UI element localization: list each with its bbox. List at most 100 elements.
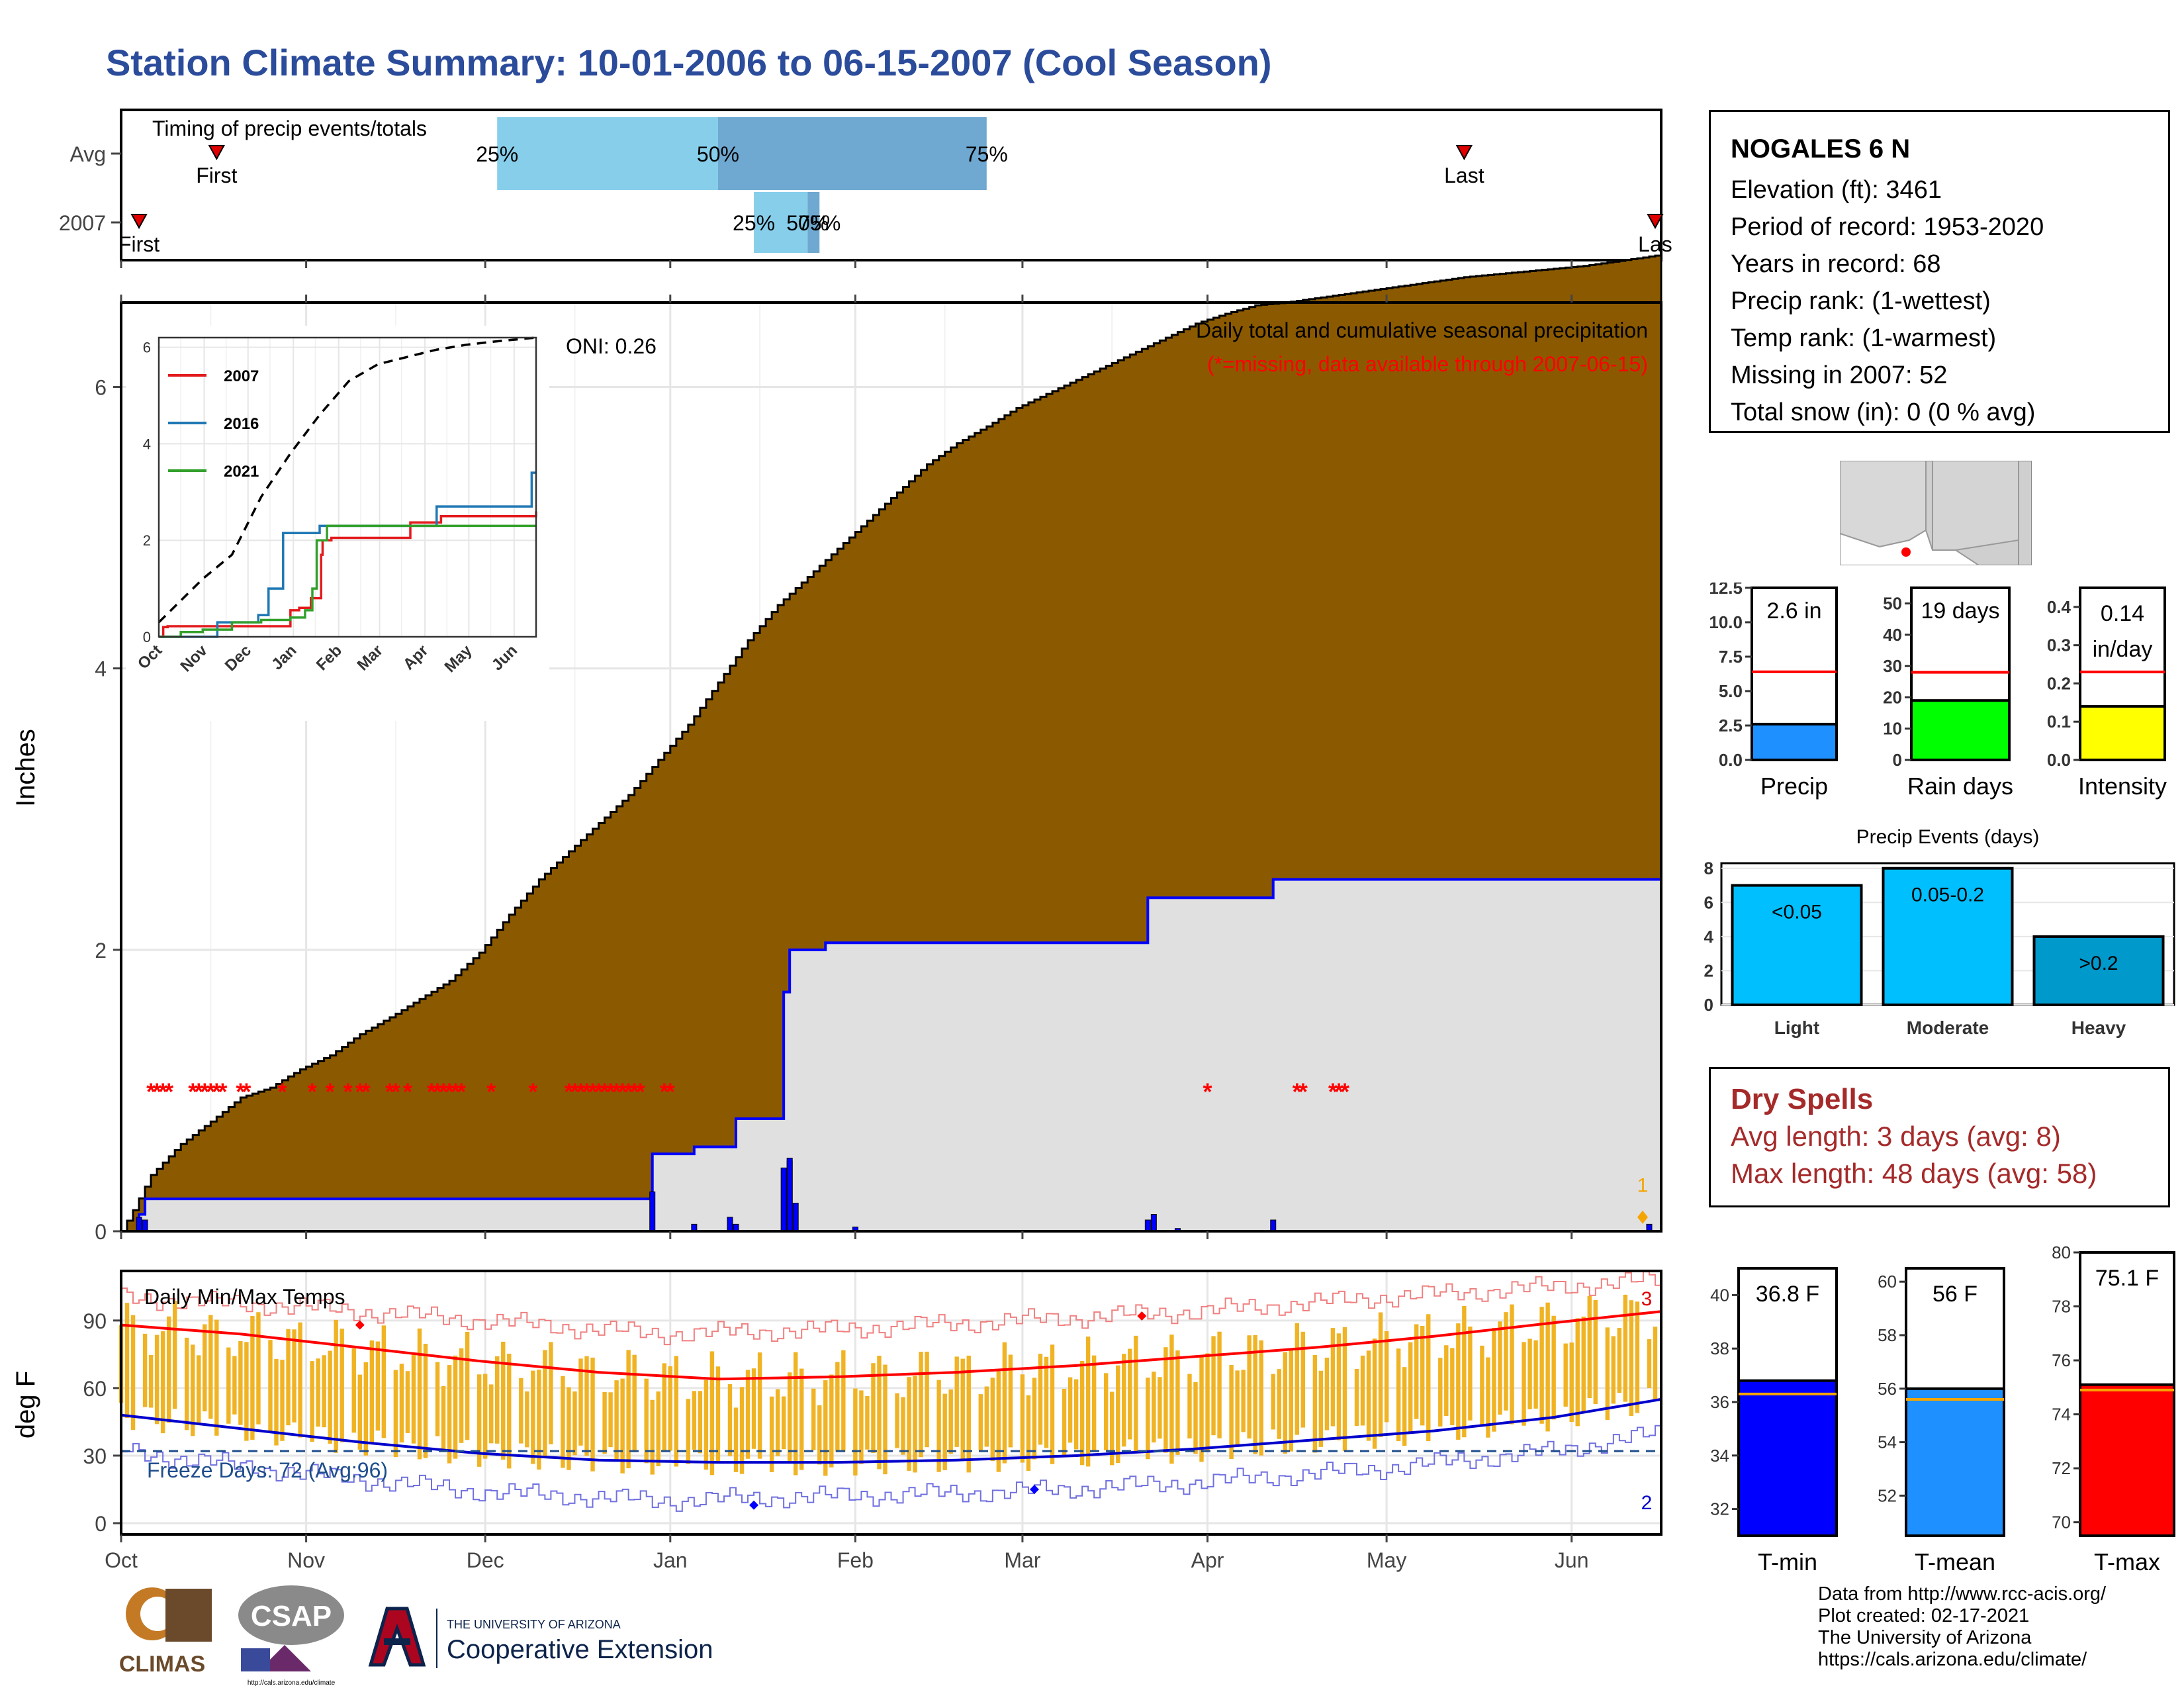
csap-logo-text: CSAP [251,1600,332,1632]
daily-temp-bar [1384,1331,1389,1423]
inset-y-tick-label: 4 [143,436,151,452]
daily-temp-bar [310,1361,314,1442]
daily-temp-bar [465,1331,470,1440]
daily-temp-bar [549,1342,553,1444]
missing-marker: * [636,1078,645,1105]
record-low-line [121,1425,1662,1512]
timing-row-label: 2007 [59,211,106,235]
inset-y-tick-label: 0 [143,629,151,645]
missing-marker: * [1340,1078,1349,1105]
daily-temp-bar [1091,1355,1097,1451]
daily-temp-bar [1438,1358,1443,1427]
missing-marker: * [1293,1078,1302,1105]
temp-y-axis-label: deg F [11,1371,40,1438]
summary-y-tick-label: 10 [1883,719,1902,739]
daily-temp-bar [286,1329,291,1426]
daily-temp-bar [1211,1336,1216,1436]
inset-background [126,326,549,721]
events-bar [1731,884,1863,1007]
daily-temp-bar [715,1366,721,1462]
timing-bar-25-50 [754,192,808,253]
daily-temp-bar [1450,1348,1455,1426]
daily-temp-bar [1253,1335,1257,1454]
daily-temp-bar [644,1378,649,1464]
timing-title: Timing of precip events/totals [152,117,427,140]
daily-temp-bar [698,1391,703,1454]
daily-temp-bar [853,1388,858,1476]
daily-temp-bar [411,1354,416,1444]
daily-temp-bar [692,1391,697,1450]
daily-temp-bar [781,1396,786,1450]
missing-marker: * [564,1078,573,1105]
credits: Data from http://www.rcc-acis.org/ Plot … [1818,1583,2106,1671]
daily-temp-bar [1587,1295,1592,1399]
daily-temp-bar [1152,1372,1156,1443]
current-day-marker [1637,1210,1648,1224]
daily-temp-bar [1079,1361,1085,1466]
daily-temp-bar [1492,1328,1496,1432]
daily-temp-bar [883,1364,887,1475]
summary-title: T-min [1758,1548,1817,1575]
events-y-tick-label: 0 [1704,995,1713,1015]
daily-temp-bar [363,1362,368,1456]
daily-temp-bar [322,1355,326,1428]
daily-temp-bar [739,1387,745,1474]
y-tick-label: 2 [95,939,107,962]
daily-precip-bar [792,1202,799,1232]
summary-y-tick-label: 72 [2052,1458,2071,1478]
summary-value-label: 36.8 F [1756,1282,1819,1307]
daily-temp-bar [1653,1327,1658,1400]
daily-temp-bar [1456,1323,1461,1440]
summary-y-tick-label: 0 [1893,750,1902,770]
daily-temp-bar [292,1329,296,1423]
summary-value-label: 19 days [1921,598,1999,624]
missing-marker: * [361,1078,371,1105]
missing-marker: * [308,1078,317,1105]
daily-temp-bar [614,1380,619,1460]
record-marker [355,1320,365,1330]
temp-x-tick-label: Nov [287,1548,325,1572]
daily-precip-bar [136,1217,142,1232]
daily-temp-bar [537,1370,541,1470]
daily-temp-bar [925,1351,929,1448]
temp-x-tick-label: Jan [653,1548,688,1572]
timing-last-label: Last [1444,164,1484,187]
daily-temp-bar [417,1328,422,1460]
daily-temp-bar [841,1350,846,1452]
daily-temp-bar [811,1388,816,1450]
summary-y-tick-label: 58 [1878,1325,1897,1345]
daily-temp-bar [1539,1307,1544,1424]
daily-temp-bar [1444,1345,1449,1417]
daily-temp-bar [584,1356,589,1456]
season-cumulative-area [121,865,1661,1231]
current-day-label: 1 [1637,1174,1649,1196]
precip-y-axis-label: Inches [11,729,40,807]
daily-temp-bar [1575,1318,1580,1427]
missing-marker: * [385,1078,394,1105]
daily-temp-bar [1247,1335,1251,1439]
daily-temp-bar [745,1370,751,1459]
missing-marker: * [600,1078,610,1105]
events-category-label: Heavy [2071,1017,2126,1038]
daily-temp-bar [1116,1365,1120,1464]
daily-temp-bar [799,1368,804,1470]
daily-temp-bar [662,1363,666,1451]
daily-temp-bar [686,1399,691,1464]
intensity-summary: 0.0 0.1 0.2 0.3 0.4 0.14 in/day Intensity [2047,586,2167,800]
station-info: NOGALES 6 N Elevation (ft): 3461 Period … [1709,110,2170,433]
summary-y-tick-label: 36 [1710,1392,1729,1412]
daily-temp-bar [1522,1342,1526,1426]
timing-p75-label: 75% [966,142,1008,166]
daily-temp-bar [1617,1328,1622,1393]
dry-spells-avg: Avg length: 3 days (avg: 8) [1731,1121,2061,1152]
y-tick-label: 4 [95,657,107,681]
plot-frame [120,301,1662,1233]
daily-temp-bar [1122,1354,1126,1447]
temp-chart-title: Daily Min/Max Temps [144,1285,345,1309]
daily-temp-bar [1235,1370,1240,1445]
daily-temp-bar [1073,1379,1079,1450]
daily-temp-bar [1533,1340,1538,1409]
daily-temp-bar [185,1337,189,1430]
daily-temp-bar [256,1312,261,1425]
